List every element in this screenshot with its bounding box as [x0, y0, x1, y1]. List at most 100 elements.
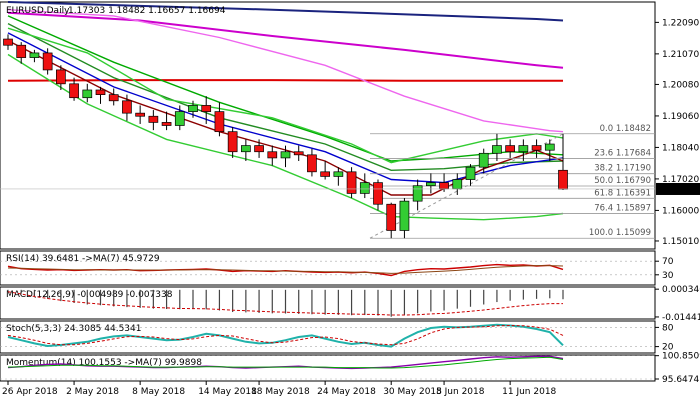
price-plot-frame: [0, 1, 656, 250]
bullish-candle: [241, 145, 251, 153]
indicator-frame: [0, 250, 656, 286]
bullish-candle: [29, 52, 40, 58]
bearish-candle: [373, 182, 383, 205]
price-tick-label: 1.19060: [662, 112, 699, 122]
bullish-candle: [518, 145, 529, 153]
indicator-panels: RSI(14) 39.6481 ->MA(7) 45.9729 MACD(12,2…: [0, 250, 656, 382]
fib-level-label: 0.0 1.18482: [600, 124, 651, 134]
time-tick-label: 8 May 2018: [132, 387, 185, 397]
price-tick-label: 1.15010: [662, 237, 699, 247]
time-tick-label: 11 Jun 2018: [502, 387, 556, 397]
ma-line-8: [7, 39, 564, 196]
ma-line-3: [7, 79, 563, 82]
bullish-candle: [492, 145, 502, 154]
fib-level-label: 38.2 1.17190: [594, 164, 651, 174]
indicator-tick-label: -0.014412: [662, 313, 700, 323]
bearish-candle: [56, 69, 66, 85]
bearish-candle: [558, 169, 568, 190]
ma-line-10: [7, 53, 564, 221]
indicator-signal-line: [7, 265, 564, 274]
indicator-tick-label: 70: [662, 257, 674, 267]
bearish-candle: [161, 122, 172, 126]
bearish-candle: [214, 111, 225, 133]
time-tick-label: 18 May 2018: [251, 387, 310, 397]
bearish-candle: [254, 145, 264, 153]
bullish-candle: [426, 182, 436, 187]
bearish-candle: [108, 94, 119, 102]
indicator-tick-label: 20: [662, 343, 674, 353]
bullish-candle: [478, 152, 489, 168]
bullish-candle: [174, 111, 185, 126]
bearish-candle: [386, 203, 397, 231]
price-tick-label: 1.17020: [662, 175, 699, 185]
time-tick-label: 14 May 2018: [198, 387, 257, 397]
bullish-candle: [465, 166, 476, 180]
time-tick-label: 24 May 2018: [317, 387, 376, 397]
bullish-candle: [359, 182, 370, 194]
bearish-candle: [307, 154, 317, 173]
indicator-tick-label: 80: [662, 323, 674, 333]
bullish-candle: [280, 151, 291, 159]
bearish-candle: [346, 171, 357, 194]
bearish-candle: [95, 89, 106, 95]
fib-level-label: 23.6 1.17684: [594, 148, 651, 158]
price-tick-label: 1.16000: [662, 206, 699, 216]
indicator-tick-label: 0.000346: [662, 285, 700, 295]
price-panel: 0.0 1.18482 23.6 1.17684 38.2 1.17190 50.0 …: [0, 1, 656, 250]
indicator-label: MACD(12,26,9) -0.004989 -0.007338: [6, 290, 173, 300]
time-tick-label: 2 May 2018: [66, 387, 119, 397]
bullish-candle: [412, 185, 423, 202]
bullish-candle: [333, 171, 344, 177]
ma-line-4: [7, 9, 564, 133]
indicator-tick-label: 95.6474: [662, 375, 699, 385]
price-tick-label: 1.20080: [662, 80, 699, 90]
price-tick-label: 1.18040: [662, 143, 699, 153]
time-tick-label: 5 Jun 2018: [436, 387, 485, 397]
bearish-candle: [267, 151, 278, 159]
bearish-candle: [293, 151, 304, 156]
ma-line-1: [7, 1, 564, 22]
ohlc-values: 1.17303 1.18482 1.16657 1.16694: [68, 6, 226, 16]
current-price-tag: [656, 182, 700, 195]
bullish-candle: [188, 105, 198, 112]
ma-line-9: [7, 27, 564, 164]
bearish-candle: [122, 100, 132, 114]
bullish-candle: [399, 200, 410, 231]
ma-line-2: [7, 11, 564, 69]
bearish-candle: [201, 105, 212, 112]
time-tick-label: 30 May 2018: [383, 387, 442, 397]
chart-title: EURUSD,Daily: [6, 6, 70, 16]
bearish-candle: [16, 44, 27, 58]
bearish-candle: [135, 112, 145, 117]
fib-level-label: 100.0 1.15099: [589, 228, 651, 238]
fib-level-label: 50.0 1.16790: [594, 176, 651, 186]
bearish-candle: [42, 52, 53, 71]
axes: 1.22090 1.21070 1.20080 1.19060 1.18040 1.170…: [0, 18, 700, 397]
bearish-candle: [148, 115, 159, 123]
fib-level-label: 76.4 1.15897: [594, 204, 651, 214]
bearish-candle: [69, 83, 79, 99]
bullish-candle: [544, 143, 555, 151]
price-tick-label: 1.21070: [662, 50, 699, 60]
indicator-label: Momentum(14) 100.1553 ->MA(7) 99.9898: [6, 358, 202, 368]
indicator-tick-label: 30: [662, 271, 674, 281]
indicator-label: RSI(14) 39.6481 ->MA(7) 45.9729: [6, 254, 160, 264]
bearish-candle: [3, 38, 13, 46]
current-price-label: 1.16694: [660, 185, 697, 195]
bearish-candle: [320, 171, 330, 177]
bearish-candle: [439, 182, 449, 190]
bullish-candle: [82, 89, 93, 99]
bearish-candle: [531, 145, 542, 151]
time-tick-label: 26 Apr 2018: [2, 387, 58, 397]
fib-level-label: 61.8 1.16391: [594, 188, 651, 198]
bearish-candle: [227, 131, 238, 153]
indicator-label: Stoch(5,3,3) 24.3085 44.5341: [6, 324, 141, 334]
indicator-main-line: [7, 323, 564, 348]
bearish-candle: [505, 145, 515, 153]
bullish-candle: [452, 179, 463, 190]
indicator-signal-line: [7, 356, 564, 369]
price-tick-label: 1.22090: [662, 18, 699, 28]
indicator-signal-line: [7, 324, 564, 346]
